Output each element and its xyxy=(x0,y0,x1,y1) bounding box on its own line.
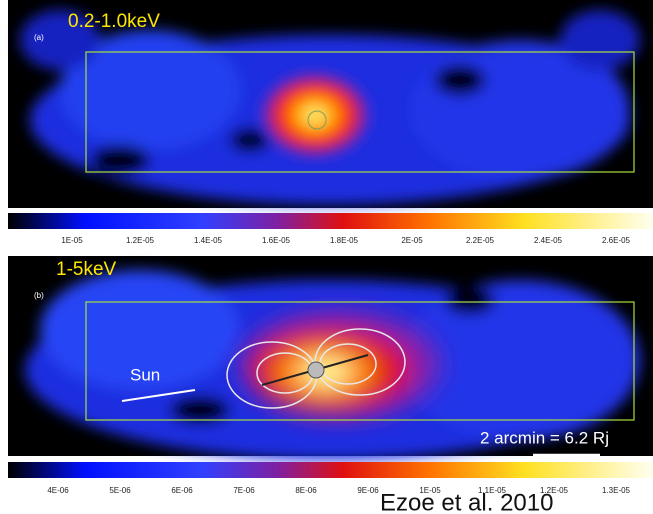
colorbar-tick-label: 5E-06 xyxy=(109,486,131,495)
colorbar-tick-label: 7E-06 xyxy=(233,486,255,495)
panel-a: (a) 0.2-1.0keV 1E-05 1.2E-05 1.4E-05 1.6E-0… xyxy=(8,0,653,245)
colorbar-tick-label: 4E-06 xyxy=(47,486,69,495)
colorbar xyxy=(8,462,653,478)
citation: Ezoe et al. 2010 xyxy=(380,489,553,514)
colorbar-tick-label: 1.3E-05 xyxy=(602,486,631,495)
colorbar-tick-label: 2E-05 xyxy=(401,236,423,245)
colorbar-tick-label: 1.6E-05 xyxy=(262,236,291,245)
colorbar-tick-label: 2.4E-05 xyxy=(534,236,563,245)
panel-b: (b) 1-5keV Sun 2 arcmin = 6.2 Rj 4E-06 5E… xyxy=(8,256,653,495)
sun-label: Sun xyxy=(130,365,160,384)
colorbar-tick-label: 1E-05 xyxy=(61,236,83,245)
colorbar-ticks: 1E-05 1.2E-05 1.4E-05 1.6E-05 1.8E-05 2E-05 2.… xyxy=(61,236,630,245)
panel-label: (a) xyxy=(34,33,44,42)
band-label: 1-5keV xyxy=(56,259,117,280)
scale-label: 2 arcmin = 6.2 Rj xyxy=(480,428,609,447)
jupiter xyxy=(308,362,324,378)
colorbar-tick-label: 2.2E-05 xyxy=(466,236,495,245)
hot-spot xyxy=(257,70,373,160)
colorbar xyxy=(8,213,653,229)
band-label: 0.2-1.0keV xyxy=(68,11,160,32)
colorbar-tick-label: 2.6E-05 xyxy=(602,236,631,245)
colorbar-tick-label: 1.4E-05 xyxy=(194,236,223,245)
colorbar-tick-label: 6E-06 xyxy=(171,486,193,495)
hot-spot xyxy=(240,310,440,420)
panel-label: (b) xyxy=(34,291,44,300)
colorbar-tick-label: 1.8E-05 xyxy=(330,236,359,245)
colorbar-tick-label: 1.2E-05 xyxy=(126,236,155,245)
colorbar-tick-label: 9E-06 xyxy=(357,486,379,495)
figure: (a) 0.2-1.0keV 1E-05 1.2E-05 1.4E-05 1.6E-0… xyxy=(0,0,653,514)
colorbar-tick-label: 8E-06 xyxy=(295,486,317,495)
